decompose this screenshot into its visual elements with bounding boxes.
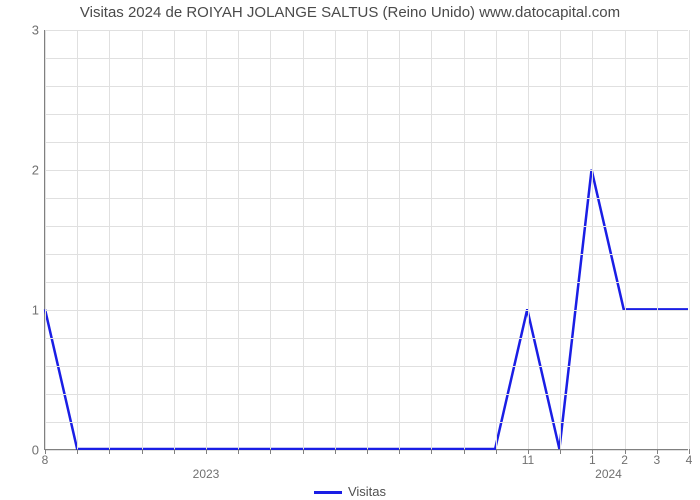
y-tick-label: 3 bbox=[32, 23, 39, 38]
vgrid bbox=[464, 30, 465, 449]
vgrid bbox=[270, 30, 271, 449]
vgrid bbox=[560, 30, 561, 449]
vgrid bbox=[206, 30, 207, 449]
x-tick-mark bbox=[270, 449, 271, 454]
x-tick-mark bbox=[142, 449, 143, 454]
vgrid bbox=[335, 30, 336, 449]
x-tick-label: 2024 bbox=[595, 467, 622, 481]
x-tick-mark bbox=[560, 449, 561, 454]
vgrid bbox=[657, 30, 658, 449]
x-tick-mark bbox=[206, 449, 207, 454]
vgrid bbox=[238, 30, 239, 449]
vgrid bbox=[431, 30, 432, 449]
vgrid bbox=[399, 30, 400, 449]
vgrid bbox=[528, 30, 529, 449]
y-tick-label: 1 bbox=[32, 303, 39, 318]
x-tick-label: 1 bbox=[589, 453, 596, 467]
x-tick-label: 11 bbox=[522, 453, 534, 467]
x-tick-label: 2 bbox=[621, 453, 628, 467]
x-tick-mark bbox=[238, 449, 239, 454]
y-tick-label: 0 bbox=[32, 443, 39, 458]
x-tick-mark bbox=[496, 449, 497, 454]
vgrid bbox=[109, 30, 110, 449]
x-tick-label: 8 bbox=[42, 453, 49, 467]
x-tick-label: 3 bbox=[653, 453, 660, 467]
x-tick-mark bbox=[431, 449, 432, 454]
vgrid bbox=[45, 30, 46, 449]
x-tick-label: 4 bbox=[686, 453, 693, 467]
x-tick-mark bbox=[77, 449, 78, 454]
x-tick-mark bbox=[335, 449, 336, 454]
vgrid bbox=[625, 30, 626, 449]
x-tick-mark bbox=[174, 449, 175, 454]
vgrid bbox=[367, 30, 368, 449]
x-tick-mark bbox=[109, 449, 110, 454]
y-tick-label: 2 bbox=[32, 163, 39, 178]
x-tick-mark bbox=[399, 449, 400, 454]
vgrid bbox=[689, 30, 690, 449]
vgrid bbox=[496, 30, 497, 449]
legend: Visitas bbox=[0, 484, 700, 499]
plot-area: 0123820231112024234 bbox=[44, 30, 688, 450]
vgrid bbox=[174, 30, 175, 449]
vgrid bbox=[303, 30, 304, 449]
x-tick-label: 2023 bbox=[193, 467, 220, 481]
vgrid bbox=[142, 30, 143, 449]
x-tick-mark bbox=[303, 449, 304, 454]
chart-title: Visitas 2024 de ROIYAH JOLANGE SALTUS (R… bbox=[0, 4, 700, 21]
legend-swatch bbox=[314, 491, 342, 494]
x-tick-mark bbox=[464, 449, 465, 454]
x-tick-mark bbox=[367, 449, 368, 454]
vgrid bbox=[77, 30, 78, 449]
legend-label: Visitas bbox=[348, 484, 386, 499]
visits-chart: Visitas 2024 de ROIYAH JOLANGE SALTUS (R… bbox=[0, 0, 700, 500]
vgrid bbox=[592, 30, 593, 449]
